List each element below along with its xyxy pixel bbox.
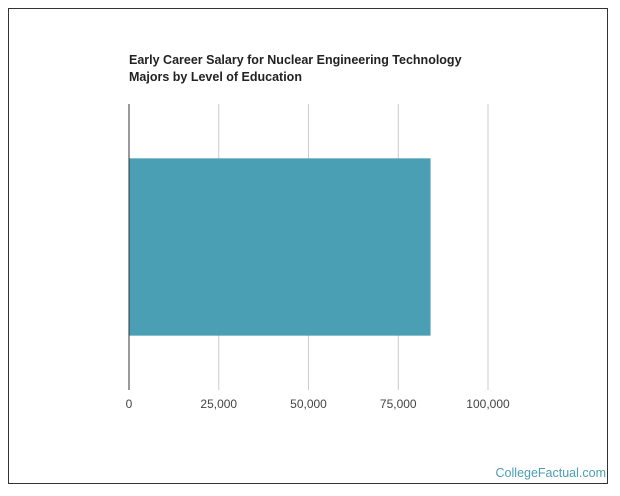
source-link[interactable]: CollegeFactual.com [495, 466, 606, 480]
x-tick-label: 0 [126, 397, 133, 411]
x-tick-label: 25,000 [200, 397, 237, 411]
x-tick-label: 75,000 [380, 397, 417, 411]
x-tick-label: 100,000 [466, 397, 510, 411]
x-tick-label: 50,000 [290, 397, 327, 411]
chart-title: Early Career Salary for Nuclear Engineer… [129, 53, 462, 84]
chart-frame [8, 8, 608, 484]
bar [129, 158, 431, 336]
